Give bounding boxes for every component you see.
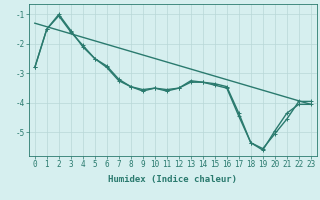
X-axis label: Humidex (Indice chaleur): Humidex (Indice chaleur) xyxy=(108,175,237,184)
